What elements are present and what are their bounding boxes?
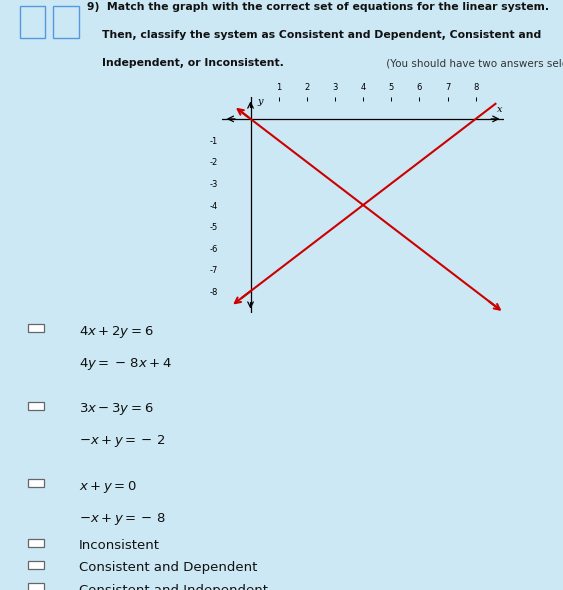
FancyBboxPatch shape <box>28 561 44 569</box>
Text: x: x <box>497 104 502 114</box>
Text: (You should have two answers selected): (You should have two answers selected) <box>383 58 563 68</box>
Text: Then, classify the system as Consistent and Dependent, Consistent and: Then, classify the system as Consistent … <box>87 30 542 40</box>
Text: 9)  Match the graph with the correct set of equations for the linear system.: 9) Match the graph with the correct set … <box>87 2 549 12</box>
Text: Inconsistent: Inconsistent <box>79 539 160 552</box>
Text: $4y = -\,8x + 4$: $4y = -\,8x + 4$ <box>79 356 172 372</box>
FancyBboxPatch shape <box>28 584 44 590</box>
Text: Consistent and Independent: Consistent and Independent <box>79 584 268 590</box>
Text: y: y <box>258 97 263 106</box>
FancyBboxPatch shape <box>28 324 44 332</box>
FancyBboxPatch shape <box>20 6 45 38</box>
FancyBboxPatch shape <box>28 539 44 547</box>
FancyBboxPatch shape <box>28 479 44 487</box>
Text: $x + y = 0$: $x + y = 0$ <box>79 479 137 495</box>
FancyBboxPatch shape <box>53 6 79 38</box>
FancyBboxPatch shape <box>28 402 44 409</box>
Text: $-x + y = -\,2$: $-x + y = -\,2$ <box>79 433 166 450</box>
Text: Independent, or Inconsistent.: Independent, or Inconsistent. <box>87 58 284 68</box>
Text: $3x - 3y = 6$: $3x - 3y = 6$ <box>79 401 153 418</box>
Text: $-x + y = -\,8$: $-x + y = -\,8$ <box>79 511 166 527</box>
Text: $4x + 2y = 6$: $4x + 2y = 6$ <box>79 324 153 340</box>
Text: Consistent and Dependent: Consistent and Dependent <box>79 562 257 575</box>
